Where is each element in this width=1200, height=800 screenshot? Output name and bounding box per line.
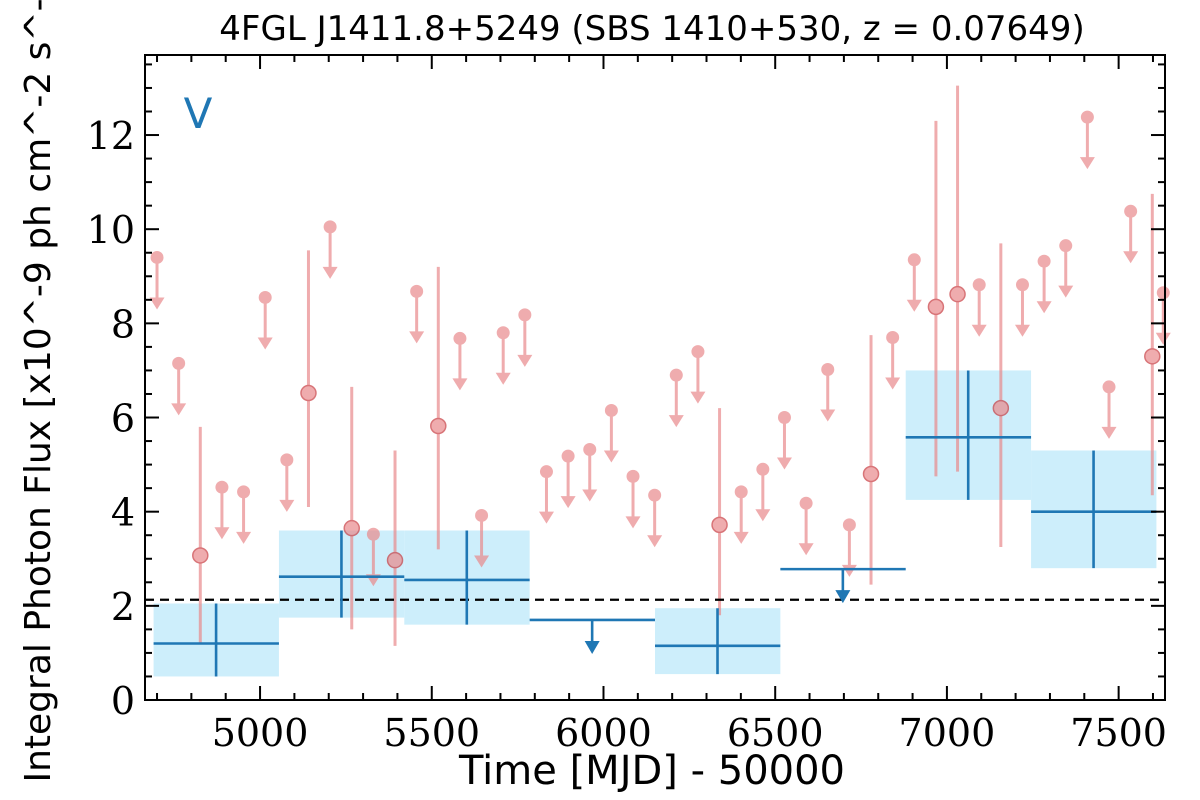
y-tick-label: 8: [111, 302, 135, 346]
y-tick-label: 0: [111, 679, 135, 723]
y-tick-label: 12: [87, 114, 135, 158]
upper-limit-point: [452, 331, 468, 391]
x-tick-label: 7500: [1070, 711, 1167, 755]
x-tick-label: 5000: [212, 711, 309, 755]
upper-limit-point: [560, 449, 576, 509]
upper-limit-point: [647, 488, 663, 548]
upper-limit-point: [474, 508, 490, 568]
upper-limit-point: [322, 220, 338, 279]
upper-limit-point: [603, 403, 619, 463]
axis-ticks: 5000 5500 6000 6500 7000 7500 0 2 4 6 8 10 12: [87, 55, 1167, 755]
y-tick-label: 10: [87, 208, 135, 252]
long-bin-upper-limit: [529, 618, 655, 654]
upper-limit-point: [1101, 380, 1117, 439]
data-point: [386, 450, 404, 646]
long-bin-upper-limit: [780, 567, 906, 604]
upper-limit-point: [971, 278, 987, 337]
upper-limit-point: [820, 362, 836, 422]
data-point: [862, 335, 880, 585]
upper-limit-point: [149, 250, 165, 310]
upper-limit-point: [1123, 204, 1139, 264]
data-point: [343, 386, 360, 630]
panel-label: V: [184, 89, 213, 138]
upper-limit-point: [668, 368, 684, 428]
plot-frame: [144, 54, 1166, 701]
upper-limit-point: [1036, 254, 1052, 314]
upper-limit-point: [733, 485, 749, 544]
short-bin-series: [149, 85, 1171, 646]
upper-limit-point: [1014, 278, 1030, 337]
long-bin-point: [153, 603, 279, 677]
upper-limit-point: [582, 443, 598, 502]
long-bin-point: [1031, 450, 1157, 569]
upper-limit-point: [1079, 110, 1095, 170]
data-point: [300, 250, 317, 507]
y-tick-label: 2: [111, 585, 135, 629]
data-point: [927, 120, 945, 477]
y-axis-label: Integral Photon Flux [x10^-9 ph cm^-2 s^…: [18, 0, 59, 783]
x-tick-label: 6000: [555, 711, 652, 755]
upper-limit-point: [1058, 239, 1074, 298]
x-tick-label: 6500: [727, 711, 824, 755]
upper-limit-point: [1155, 286, 1171, 345]
long-bin-point: [655, 608, 781, 675]
upper-limit-point: [409, 284, 425, 344]
y-tick-label: 6: [111, 397, 135, 441]
upper-limit-point: [279, 453, 295, 512]
upper-limit-point: [798, 496, 814, 556]
upper-limit-point: [517, 308, 533, 367]
data-point: [992, 243, 1010, 547]
upper-limit-point: [171, 356, 187, 416]
x-tick-label: 5500: [383, 711, 480, 755]
upper-limit-point: [538, 465, 554, 524]
long-bin-point: [404, 530, 530, 625]
x-tick-label: 7000: [899, 711, 996, 755]
upper-limit-point: [495, 326, 511, 385]
upper-limit-point: [214, 480, 230, 540]
upper-limit-point: [755, 462, 771, 522]
data-point: [1144, 193, 1161, 496]
upper-limit-point: [236, 485, 252, 544]
long-bin-point: [905, 370, 1032, 500]
data-point: [430, 266, 447, 550]
data-point: [711, 408, 728, 616]
chart-title: 4FGL J1411.8+5249 (SBS 1410+530, z = 0.0…: [219, 9, 1084, 49]
upper-limit-point: [257, 290, 273, 350]
upper-limit-point: [625, 469, 641, 529]
x-axis-label: Time [MJD] - 50000: [458, 748, 845, 794]
data-point: [949, 85, 966, 472]
y-tick-label: 4: [111, 491, 135, 535]
data-point: [192, 426, 209, 644]
long-bin-point: [278, 530, 405, 618]
upper-limit-point: [885, 330, 901, 390]
upper-limit-point: [690, 345, 706, 404]
long-bin-series: [153, 370, 1157, 677]
upper-limit-point: [906, 253, 922, 312]
upper-limit-point: [776, 411, 792, 470]
